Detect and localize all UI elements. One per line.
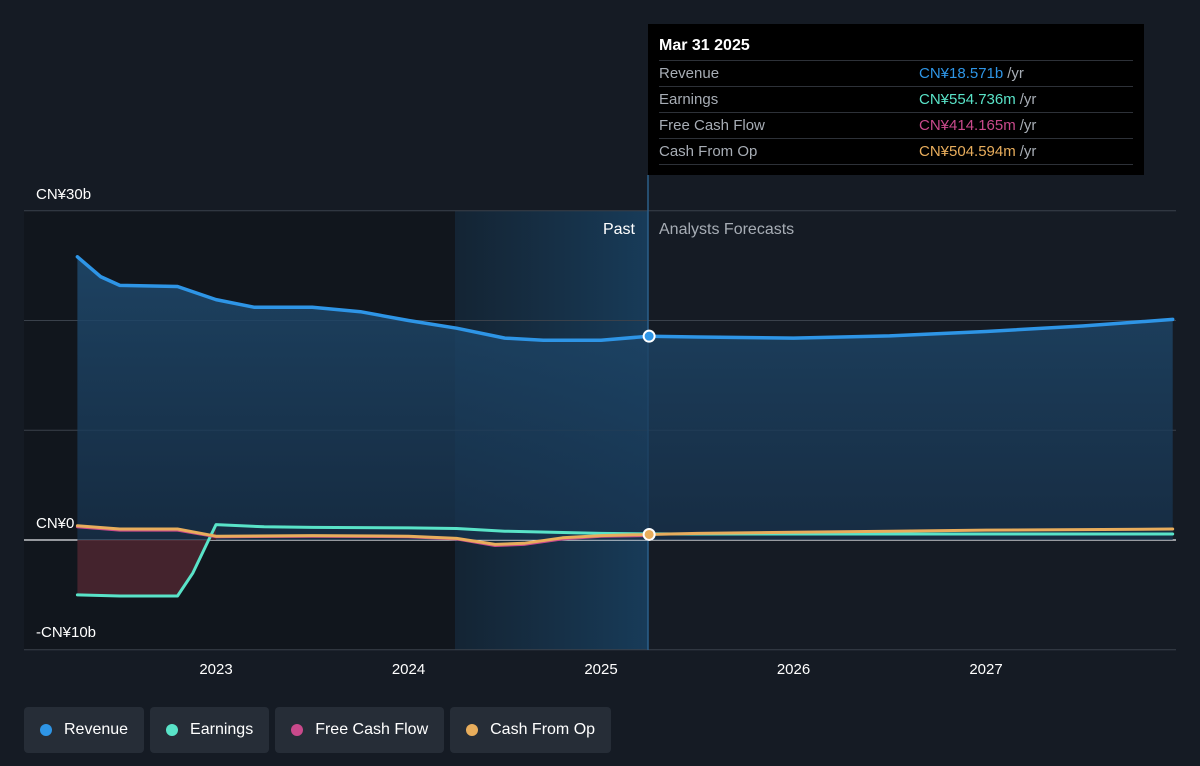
chart: CN¥30b CN¥0 -CN¥10b 2023 2024 2025 2026 2027 Pas…	[24, 175, 1176, 678]
tooltip-row: Revenue CN¥18.571b/yr	[659, 60, 1133, 86]
legend-item-free-cash-flow[interactable]: Free Cash Flow	[275, 707, 445, 753]
series-line-earnings	[75, 523, 1175, 598]
tooltip-value: CN¥554.736m	[919, 91, 1016, 108]
legend-label: Cash From Op	[490, 721, 596, 738]
x-tick-label: 2026	[777, 661, 810, 678]
legend-dot-icon	[166, 724, 179, 736]
tooltip: Mar 31 2025 Revenue CN¥18.571b/yr Earnings…	[648, 24, 1144, 175]
y-tick-label: -CN¥10b	[36, 624, 96, 641]
x-tick-label: 2023	[199, 661, 232, 678]
past-label: Past	[603, 221, 636, 238]
series-line-cash-from-op	[75, 524, 1175, 546]
legend-item-earnings[interactable]: Earnings	[150, 707, 270, 753]
legend-dot-icon	[466, 724, 479, 736]
series-line-revenue	[75, 255, 1175, 343]
legend-label: Free Cash Flow	[315, 721, 429, 738]
x-tick-label: 2027	[969, 661, 1002, 678]
tooltip-label: Free Cash Flow	[659, 117, 765, 134]
tooltip-label: Revenue	[659, 65, 720, 82]
tooltip-row: Earnings CN¥554.736m/yr	[659, 86, 1133, 112]
tooltip-label: Earnings	[659, 91, 719, 108]
earnings-negative-area	[77, 524, 217, 596]
forecast-label: Analysts Forecasts	[659, 221, 794, 238]
legend-item-revenue[interactable]: Revenue	[24, 707, 145, 753]
x-tick-label: 2025	[584, 661, 617, 678]
legend-dot-icon	[291, 724, 304, 736]
tooltip-label: Cash From Op	[659, 143, 758, 160]
legend: Revenue Earnings Free Cash Flow Cash From O…	[24, 707, 612, 753]
cash-from-op-marker	[642, 527, 656, 541]
tooltip-value: CN¥504.594m	[919, 143, 1016, 160]
legend-item-cash-from-op[interactable]: Cash From Op	[450, 707, 612, 753]
tooltip-unit: /yr	[1019, 117, 1037, 134]
legend-dot-icon	[40, 724, 52, 736]
revenue-area	[77, 256, 1173, 540]
tooltip-row: Cash From Op CN¥504.594m/yr	[659, 138, 1133, 165]
y-tick-label: CN¥30b	[36, 186, 91, 203]
tooltip-unit: /yr	[1019, 91, 1037, 108]
x-tick-label: 2024	[392, 661, 425, 678]
tooltip-row: Free Cash Flow CN¥414.165m/yr	[659, 112, 1133, 138]
tooltip-value: CN¥414.165m	[919, 117, 1016, 134]
tooltip-value: CN¥18.571b	[919, 65, 1004, 82]
tooltip-unit: /yr	[1019, 143, 1037, 160]
tooltip-date: Mar 31 2025	[659, 37, 750, 54]
tooltip-unit: /yr	[1007, 65, 1024, 82]
legend-label: Earnings	[190, 721, 254, 738]
y-tick-label: CN¥0	[36, 515, 74, 532]
legend-label: Revenue	[64, 721, 129, 738]
revenue-marker	[642, 329, 656, 343]
